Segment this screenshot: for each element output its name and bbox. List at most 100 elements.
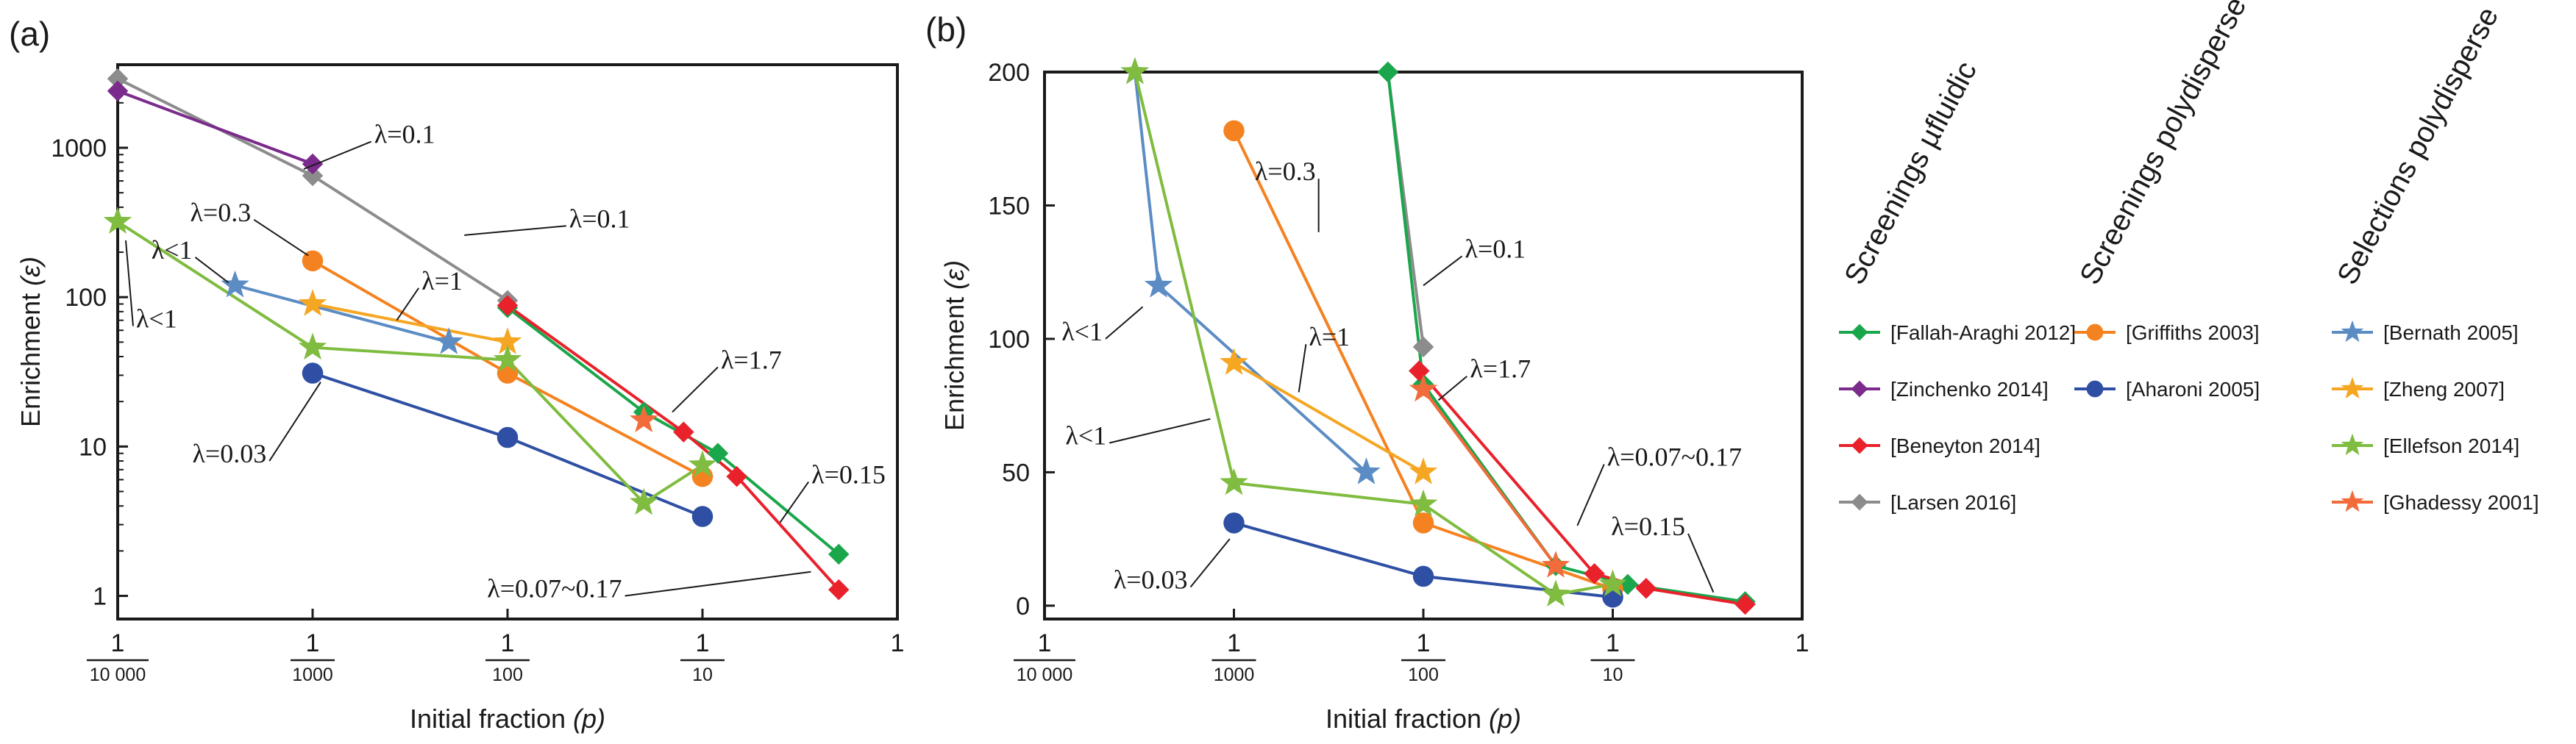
legend-group-title: Screenings polydisperse	[2074, 0, 2252, 290]
data-point-ghadessy-2001	[1409, 374, 1438, 402]
legend-marker	[2341, 376, 2364, 399]
x-tick-denominator: 1000	[292, 665, 333, 685]
annotation-label: λ<1	[1065, 421, 1106, 450]
data-point-beneyton-2014	[828, 579, 850, 601]
data-point-zinchenko-2014	[302, 153, 324, 175]
data-point-bernath-2005	[1352, 457, 1381, 484]
data-point-ellefson-2014	[1598, 569, 1627, 597]
data-point-aharoni-2005	[302, 362, 324, 384]
annotation-label: λ<1	[136, 304, 177, 334]
legend-label: [Fallah-Araghi 2012]	[1890, 321, 2076, 344]
x-tick-denominator: 100	[492, 665, 523, 685]
x-tick-numerator: 1	[1417, 629, 1431, 657]
x-tick-denominator: 10 000	[90, 665, 146, 685]
series-line-bernath-2005	[234, 284, 449, 344]
series-line-fallah-araghi-2012	[506, 306, 840, 556]
annotation-leader	[194, 257, 230, 284]
data-point-zheng-2007	[1409, 457, 1438, 484]
series-line-zinchenko-2014	[117, 89, 313, 165]
annotation-label: λ<1	[1061, 317, 1103, 346]
data-point-ellefson-2014	[298, 332, 327, 360]
x-tick-denominator: 10	[692, 665, 713, 685]
x-tick-denominator: 10	[1603, 665, 1623, 685]
annotation-label: λ=0.03	[192, 439, 266, 468]
annotation-leader	[1298, 344, 1307, 393]
legend-label: [Griffiths 2003]	[2126, 321, 2260, 344]
data-point-fallah-araghi-2012	[828, 543, 850, 565]
series-line-zheng-2007	[312, 302, 508, 344]
data-point-griffiths-2003	[1223, 120, 1245, 142]
x-tick-numerator: 1	[1606, 629, 1620, 657]
y-tick-label: 1	[93, 583, 107, 611]
data-point-aharoni-2005	[497, 426, 519, 448]
y-tick-label: 0	[1016, 593, 1030, 620]
annotation-leader	[464, 225, 566, 236]
annotation-label: λ=0.3	[1255, 157, 1316, 186]
y-tick-label: 10	[79, 433, 107, 461]
legend-label: [Aharoni 2005]	[2126, 378, 2260, 401]
y-tick-label: 150	[988, 192, 1030, 220]
x-tick-denominator: 100	[1408, 665, 1439, 685]
legend-marker	[1851, 323, 1868, 341]
legend-group: Selections polydisperse [Bernath 2005] [Zh…	[2331, 2, 2539, 514]
data-point-aharoni-2005	[1412, 565, 1434, 587]
data-point-zinchenko-2014	[107, 80, 129, 102]
annotation-leader	[1189, 538, 1231, 588]
legend-marker	[2086, 323, 2104, 341]
legend-group-title: Selections polydisperse	[2331, 2, 2505, 290]
data-point-beneyton-2014	[1734, 593, 1756, 615]
data-point-griffiths-2003	[1412, 512, 1434, 534]
data-point-beneyton-2014	[1635, 578, 1657, 599]
annotation-label: λ=1.7	[1470, 354, 1531, 384]
annotation-leader	[779, 481, 809, 523]
annotation-label: λ=0.3	[190, 198, 251, 227]
series-line-zheng-2007	[1233, 361, 1425, 474]
plot-area	[1120, 57, 1756, 615]
x-axis-title: Initial fraction (p)	[410, 704, 605, 734]
series-line-bernath-2005	[1133, 71, 1367, 473]
legend-label: [Zinchenko 2014]	[1890, 378, 2049, 401]
series-line-fallah-araghi-2012	[1386, 71, 1746, 604]
x-tick-label: 1	[891, 629, 905, 657]
annotation-leader	[1105, 306, 1144, 340]
annotation-leader	[268, 382, 321, 462]
x-axis-title: Initial fraction (p)	[1326, 704, 1521, 734]
annotation-label: λ<1	[152, 235, 193, 265]
data-point-aharoni-2005	[1223, 512, 1245, 534]
legend-label: [Beneyton 2014]	[1890, 434, 2040, 457]
annotation-label: λ=0.03	[1114, 565, 1188, 594]
data-point-beneyton-2014	[497, 295, 519, 316]
series-line-ghadessy-2001	[1422, 388, 1557, 567]
legend-marker	[1851, 493, 1868, 511]
data-point-beneyton-2014	[673, 421, 694, 443]
data-point-zheng-2007	[1220, 348, 1248, 375]
data-point-ellefson-2014	[1220, 468, 1248, 496]
annotation-label: λ=0.07~0.17	[1607, 443, 1742, 472]
data-point-fallah-araghi-2012	[1377, 61, 1399, 83]
data-point-larsen-2016	[302, 165, 324, 187]
legend-marker	[2341, 320, 2364, 343]
x-tick-denominator: 1000	[1214, 665, 1255, 685]
legend-marker	[2086, 380, 2104, 398]
series-line-beneyton-2014	[1417, 370, 1746, 606]
data-point-beneyton-2014	[726, 465, 747, 487]
data-point-beneyton-2014	[1409, 360, 1430, 382]
legend-marker	[1851, 437, 1868, 454]
chart-panel-b: (b) 0 50 100 150 200 1 10 000 1 1000 1 100 1 10 1 Initi…	[925, 10, 1809, 734]
y-tick-label: 200	[988, 59, 1030, 87]
x-tick-numerator: 1	[306, 629, 320, 657]
annotation-label: λ=0.1	[1465, 234, 1526, 263]
legend-marker	[2341, 490, 2364, 512]
annotation-label: λ=0.07~0.17	[487, 574, 622, 604]
data-point-larsen-2016	[1412, 336, 1434, 358]
legend: Screenings µfluidic [Fallah-Araghi 2012] […	[1838, 0, 2539, 514]
annotation-leader	[303, 140, 372, 170]
y-tick-label: 100	[65, 284, 107, 312]
legend-group: Screenings polydisperse [Griffiths 2003] […	[2074, 0, 2260, 401]
y-tick-label: 100	[988, 326, 1030, 354]
legend-group-title: Screenings µfluidic	[1838, 56, 1983, 290]
data-point-zheng-2007	[298, 289, 327, 316]
data-point-ellefson-2014	[1541, 579, 1570, 607]
data-point-beneyton-2014	[1584, 563, 1605, 584]
